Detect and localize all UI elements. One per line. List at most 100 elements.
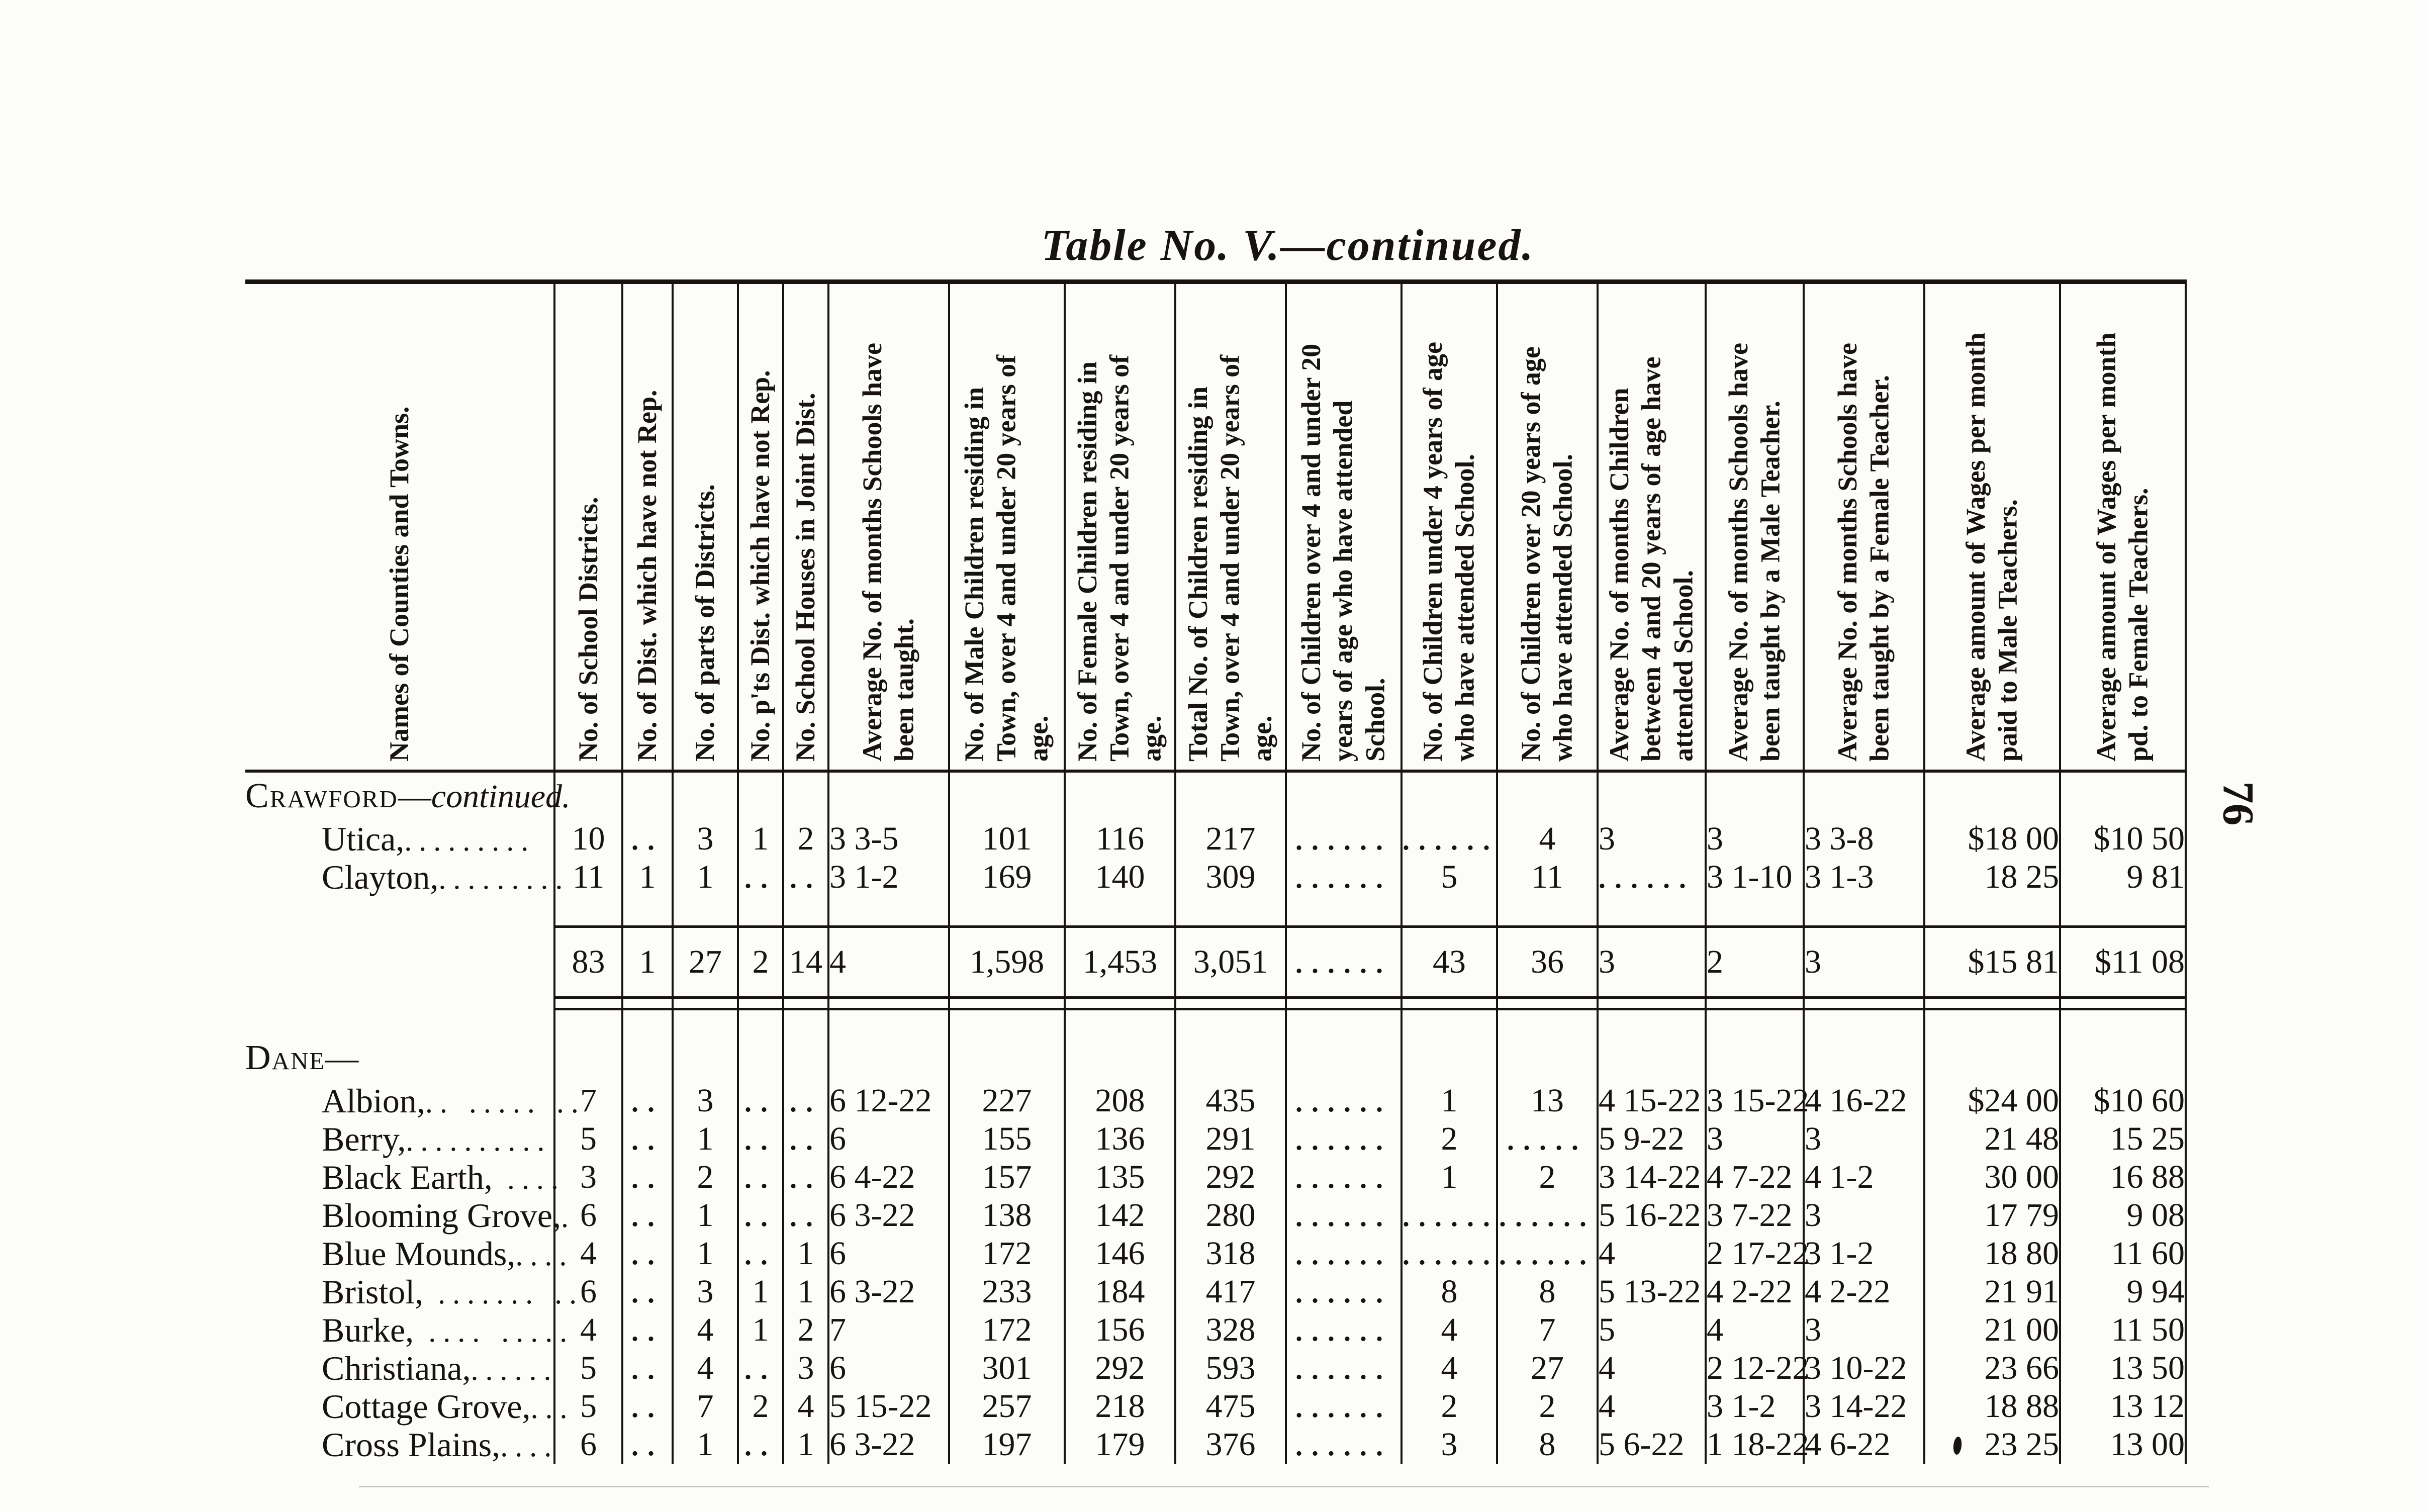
header-row: Names of Counties and Towns. No. of Schoo… [245, 281, 2187, 773]
dot-leader: ...... [471, 1353, 558, 1386]
page-bottom-rule [359, 1486, 2209, 1487]
table-cell [1174, 771, 1286, 820]
table-cell: 172 [948, 1311, 1065, 1349]
town-name: Cross Plains, [322, 1425, 501, 1464]
table-cell [782, 1034, 828, 1082]
leader-dots: .. [631, 1354, 664, 1385]
table-cell [1923, 1009, 2060, 1034]
table-cell [1174, 1034, 1286, 1082]
table-cell: 2 [782, 820, 828, 858]
table-cell: .. [621, 820, 673, 858]
table-cell: 43 [1400, 925, 1497, 998]
table-cell [1597, 1009, 1706, 1034]
table-cell: 4 [1597, 1235, 1706, 1273]
table-cell: $10 50 [2059, 820, 2187, 858]
table-cell [1400, 896, 1497, 927]
table-cell: .. [621, 1426, 673, 1464]
table-cell: 5 [1400, 858, 1497, 896]
table-cell: 11 [553, 858, 622, 896]
leader-dots: ...... [1295, 1240, 1392, 1271]
table-cell: 2 [1705, 925, 1804, 998]
county-name: Crawford [245, 777, 398, 815]
table-cell [2059, 771, 2187, 820]
table-cell [1496, 1009, 1598, 1034]
table-row: Blooming Grove,. 6.. 1.... 6 3-22 138 142 280.… [245, 1196, 2187, 1235]
table-cell: 227 [948, 1082, 1065, 1120]
leader-dots: .. [744, 1431, 777, 1462]
table-cell: $10 60 [2059, 1082, 2187, 1120]
column-header: Average No. of months Schools have been … [1803, 281, 1924, 773]
town-name: Blue Mounds, [322, 1234, 516, 1273]
table-cell [553, 896, 622, 927]
table-cell [782, 896, 828, 927]
table-cell: 435 [1174, 1082, 1286, 1120]
table-cell: 2 [672, 1158, 738, 1196]
table-cell: 9 08 [2059, 1196, 2187, 1235]
dot-leader: .... [492, 1162, 566, 1195]
dot-leader: .... [500, 1429, 559, 1463]
table-cell: 5 [1597, 1311, 1706, 1349]
leader-dots: ...... [1295, 1201, 1392, 1233]
table-cell: 5 [553, 1120, 622, 1158]
table-cell [1064, 1034, 1175, 1082]
table-cell: ...... [1285, 858, 1402, 896]
leader-dots: ...... [1295, 948, 1392, 979]
table-cell: 3 1-10 [1705, 858, 1804, 896]
table-row: Christiana,...... 5.. 4.. 3 6 301 292 593......… [245, 1349, 2187, 1387]
table-cell: 9 94 [2059, 1273, 2187, 1311]
table-cell [737, 771, 783, 820]
table-cell [1496, 1034, 1598, 1082]
leader-dots: ...... [1403, 1201, 1499, 1233]
table-cell: 1 [621, 925, 673, 998]
town-name: Clayton, [322, 858, 439, 896]
table-cell: 83 [553, 925, 622, 998]
table-cell [672, 1009, 738, 1034]
table-cell [1496, 996, 1598, 1010]
table-cell: 475 [1174, 1387, 1286, 1426]
table-cell: 1,598 [948, 925, 1065, 998]
table-cell: .. [737, 1082, 783, 1120]
column-header: No. School Houses in Joint Dist. [782, 281, 828, 773]
column-header-label: No. of Children under 4 years of age who… [1418, 342, 1480, 762]
dot-leader: ... [530, 1391, 575, 1425]
table-row: Clayton,......... 11 1 1.... 3 1-2 169 140 309.… [245, 858, 2187, 896]
column-header-label: No. School Houses in Joint Dist. [790, 393, 821, 762]
table-cell [1400, 1034, 1497, 1082]
dot-leader: .... ..... [414, 1314, 575, 1348]
table-cell: 18 25 [1923, 858, 2060, 896]
table-cell: 1,453 [1064, 925, 1175, 998]
table-cell [553, 771, 622, 820]
column-header: Average No. of months Children between 4… [1597, 281, 1706, 773]
table-cell: $15 81 [1923, 925, 2060, 998]
table-cell: ...... [1400, 820, 1499, 858]
table-cell: 18 88 [1923, 1387, 2060, 1426]
section-heading-row: Dane— [245, 1034, 2187, 1082]
table-cell: 7 [1496, 1311, 1598, 1349]
dot-leader: ......... [438, 862, 570, 895]
leader-dots: ...... [1295, 1431, 1392, 1462]
row-label-cell [245, 896, 554, 927]
table-cell: .. [621, 1158, 673, 1196]
leader-dots: .. [744, 1354, 777, 1385]
table-cell: 23 25 [1923, 1426, 2060, 1464]
table-cell: 217 [1174, 820, 1286, 858]
table-cell: 3 [672, 1273, 738, 1311]
leader-dots: .. [744, 863, 777, 894]
leader-dots: .. [744, 1125, 777, 1156]
column-header-label: No. of Female Children residing in Town,… [1072, 354, 1167, 762]
leader-dots: ...... [1403, 825, 1499, 856]
table-cell: 197 [948, 1426, 1065, 1464]
table-cell [1400, 1009, 1497, 1034]
table-cell [553, 1009, 622, 1034]
leader-dots: ...... [1499, 1240, 1596, 1271]
table-cell [553, 996, 622, 1010]
table-cell: 7 [827, 1311, 949, 1349]
table-cell [1285, 771, 1402, 820]
table-cell: 18 80 [1923, 1235, 2060, 1273]
table-cell: 5 13-22 [1597, 1273, 1706, 1311]
table-cell: 4 6-22 [1803, 1426, 1924, 1464]
column-header-label: Average No. of months Schools have been … [1832, 343, 1895, 762]
table-cell: 6 [827, 1235, 949, 1273]
row-label-cell: Albion,.. ..... .. [245, 1082, 579, 1120]
table-cell: 13 00 [2059, 1426, 2187, 1464]
